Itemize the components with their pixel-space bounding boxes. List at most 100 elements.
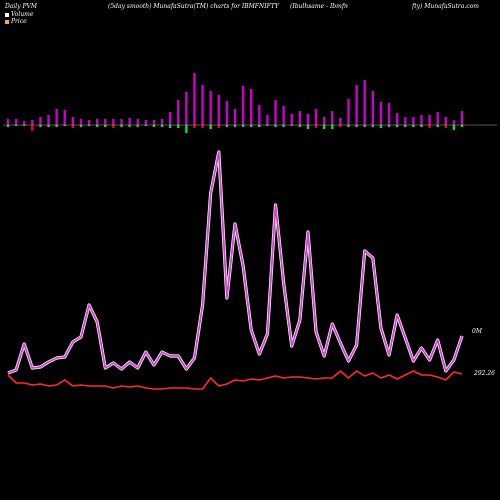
- volume-bar-down: [104, 125, 107, 127]
- volume-bar-up: [193, 73, 196, 125]
- volume-end-label: 0M: [472, 328, 483, 335]
- volume-bar-down: [395, 125, 399, 127]
- volume-bar-down: [63, 125, 66, 126]
- volume-bar-up: [63, 110, 66, 125]
- volume-bar-down: [39, 125, 42, 127]
- volume-bar-up: [6, 119, 10, 125]
- chart-title: (5day smooth) MunafaSutra(TM) charts for…: [108, 3, 279, 10]
- price-end-label: 292.26: [473, 370, 495, 377]
- volume-bar-up: [298, 111, 302, 125]
- volume-bar-down: [201, 125, 204, 128]
- volume-bar-up: [23, 121, 26, 125]
- volume-bar-down: [290, 125, 293, 126]
- volume-bar-up: [363, 80, 366, 125]
- volume-bar-down: [23, 125, 26, 126]
- volume-bar-down: [87, 125, 91, 126]
- volume-bar-up: [266, 115, 269, 125]
- legend-price: Price: [5, 18, 27, 25]
- volume-bar-down: [209, 125, 212, 129]
- legend-price-swatch: [5, 19, 9, 24]
- volume-bar-up: [460, 111, 464, 125]
- legend-volume: Volume: [5, 11, 33, 18]
- volume-bar-down: [460, 125, 464, 127]
- volume-bar-up: [104, 119, 107, 125]
- series-lines: [7, 150, 464, 390]
- volume-bar-down: [6, 125, 10, 127]
- volume-bar-up: [274, 100, 277, 125]
- volume-bar-down: [266, 125, 269, 126]
- volume-bar-down: [298, 125, 302, 127]
- volume-bar-down: [95, 125, 99, 127]
- legend-volume-swatch: [5, 12, 9, 17]
- volume-bar-down: [339, 125, 342, 127]
- volume-bar-down: [112, 125, 115, 128]
- volume-bar-up: [444, 117, 447, 125]
- volume-bar-down: [404, 125, 407, 127]
- volume-bar-up: [201, 85, 204, 125]
- volume-bar-down: [371, 125, 375, 127]
- volume-bars: [6, 73, 464, 133]
- volume-bar-up: [233, 109, 237, 125]
- volume-bar-up: [95, 119, 99, 125]
- volume-bar-down: [241, 125, 245, 127]
- chart-symbol-name: (Ibulhsame - Ibmfn: [290, 3, 348, 10]
- volume-bar-down: [363, 125, 366, 127]
- volume-bar-up: [152, 120, 156, 125]
- volume-bar-down: [136, 125, 139, 127]
- volume-bar-down: [331, 125, 334, 129]
- legend-volume-label: Volume: [11, 11, 34, 18]
- volume-bar-up: [31, 120, 34, 125]
- volume-bar-up: [79, 119, 83, 125]
- volume-bar-down: [379, 125, 383, 128]
- volume-bar-up: [355, 85, 358, 125]
- volume-bar-down: [274, 125, 277, 127]
- volume-bar-up: [436, 112, 439, 125]
- volume-bar-up: [47, 115, 50, 125]
- volume-bar-down: [444, 125, 447, 128]
- volume-bar-up: [168, 112, 172, 125]
- volume-bar-up: [387, 103, 391, 125]
- volume-bar-up: [404, 117, 407, 125]
- volume-bar-down: [168, 125, 172, 128]
- volume-bar-up: [306, 114, 310, 125]
- volume-bar-down: [31, 125, 34, 131]
- volume-bar-down: [436, 125, 439, 127]
- volume-bar-up: [39, 117, 42, 125]
- volume-bar-down: [314, 125, 318, 128]
- volume-bar-up: [160, 119, 164, 125]
- volume-bar-up: [128, 118, 131, 125]
- volume-bar-up: [217, 95, 220, 125]
- volume-bar-down: [185, 125, 188, 133]
- volume-bar-up: [290, 114, 293, 125]
- volume-bar-up: [314, 109, 318, 125]
- volume-bar-up: [241, 86, 245, 125]
- volume-bar-up: [87, 120, 91, 125]
- volume-bar-up: [258, 105, 261, 125]
- volume-bar-up: [144, 120, 148, 125]
- volume-bar-up: [209, 91, 212, 125]
- volume-bar-up: [112, 119, 115, 125]
- volume-bar-down: [452, 125, 456, 130]
- volume-bar-down: [282, 125, 285, 127]
- volume-bar-down: [250, 125, 253, 127]
- volume-bar-down: [420, 125, 423, 127]
- volume-bar-down: [322, 125, 326, 129]
- volume-bar-up: [452, 120, 456, 125]
- volume-bar-down: [47, 125, 50, 127]
- volume-bar-up: [412, 117, 415, 125]
- volume-bar-up: [322, 117, 326, 125]
- chart-label: Daily PVM: [5, 3, 38, 10]
- volume-bar-down: [428, 125, 431, 128]
- volume-bar-down: [120, 125, 123, 127]
- volume-bar-down: [128, 125, 131, 127]
- volume-bar-down: [233, 125, 237, 127]
- volume-bar-down: [355, 125, 358, 127]
- volume-bar-down: [412, 125, 415, 127]
- volume-bar-down: [144, 125, 148, 126]
- volume-bar-up: [55, 109, 58, 125]
- volume-bar-down: [225, 125, 229, 127]
- volume-bar-up: [428, 115, 431, 125]
- price-line: [7, 370, 463, 390]
